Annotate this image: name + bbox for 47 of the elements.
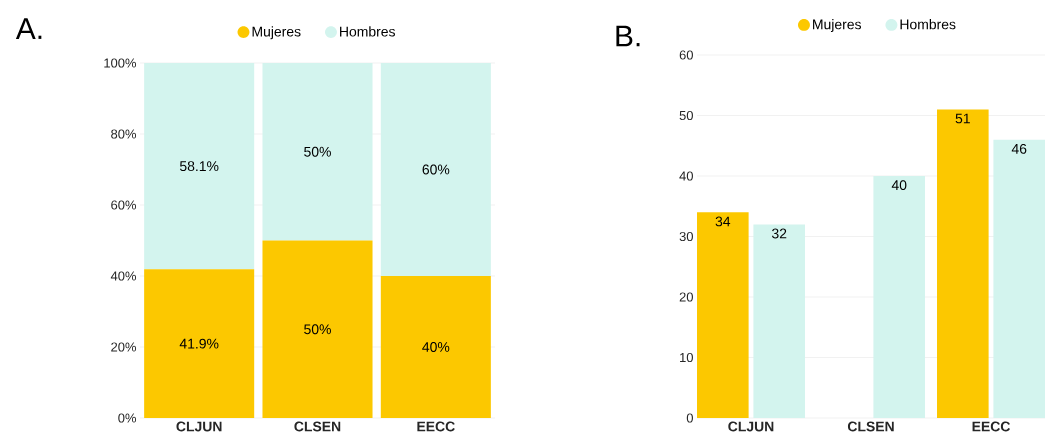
- x-tick-label: EECC: [417, 421, 455, 432]
- x-tick-label: CLJUN: [728, 421, 774, 432]
- y-tick-label: 0: [686, 413, 693, 423]
- data-label: 51: [955, 113, 970, 124]
- data-label: 46: [1011, 143, 1027, 154]
- y-tick-label: 0%: [118, 413, 137, 423]
- bar: [873, 176, 926, 418]
- y-tick-label: 10: [680, 352, 693, 363]
- data-label: 40: [891, 180, 907, 191]
- bar: [697, 212, 749, 418]
- data-label: 34: [715, 216, 731, 227]
- y-tick-label: 60: [679, 50, 693, 60]
- y-tick-label: 20%: [111, 342, 137, 352]
- y-tick-label: 80%: [111, 129, 137, 139]
- legend-label: Mujeres: [813, 19, 862, 33]
- data-label: 50%: [304, 146, 331, 157]
- y-tick-label: 20: [679, 292, 693, 302]
- x-tick-label: CLJUN: [176, 421, 222, 432]
- bar: [262, 63, 373, 241]
- bar: [262, 240, 373, 418]
- y-tick-label: 40: [679, 171, 693, 181]
- chart-title: A.: [15, 18, 42, 39]
- data-label: 40%: [422, 342, 450, 352]
- bar: [993, 139, 1046, 418]
- data-label: 58.1%: [179, 161, 219, 172]
- bar: [380, 276, 491, 418]
- data-label: 60%: [422, 164, 450, 175]
- bar: [753, 224, 806, 418]
- x-tick-label: CLSEN: [847, 421, 894, 432]
- bar: [380, 63, 491, 276]
- x-tick-label: EECC: [972, 421, 1010, 432]
- y-tick-label: 50: [679, 110, 693, 121]
- y-tick-label: 100%: [104, 58, 137, 68]
- y-tick-label: 30: [679, 231, 693, 242]
- data-label: 41.9%: [179, 338, 219, 349]
- y-tick-label: 60%: [111, 200, 137, 210]
- bar: [144, 269, 255, 418]
- legend-label: Hombres: [900, 19, 956, 30]
- data-label: 32: [771, 228, 787, 239]
- bar: [937, 109, 989, 418]
- bar: [144, 63, 255, 270]
- legend-label: Mujeres: [252, 26, 301, 40]
- chart-title: B.: [616, 25, 640, 47]
- legend-label: Hombres: [340, 26, 395, 37]
- data-label: 50%: [304, 324, 331, 335]
- y-tick-label: 40%: [110, 271, 137, 281]
- x-tick-label: CLSEN: [294, 421, 341, 432]
